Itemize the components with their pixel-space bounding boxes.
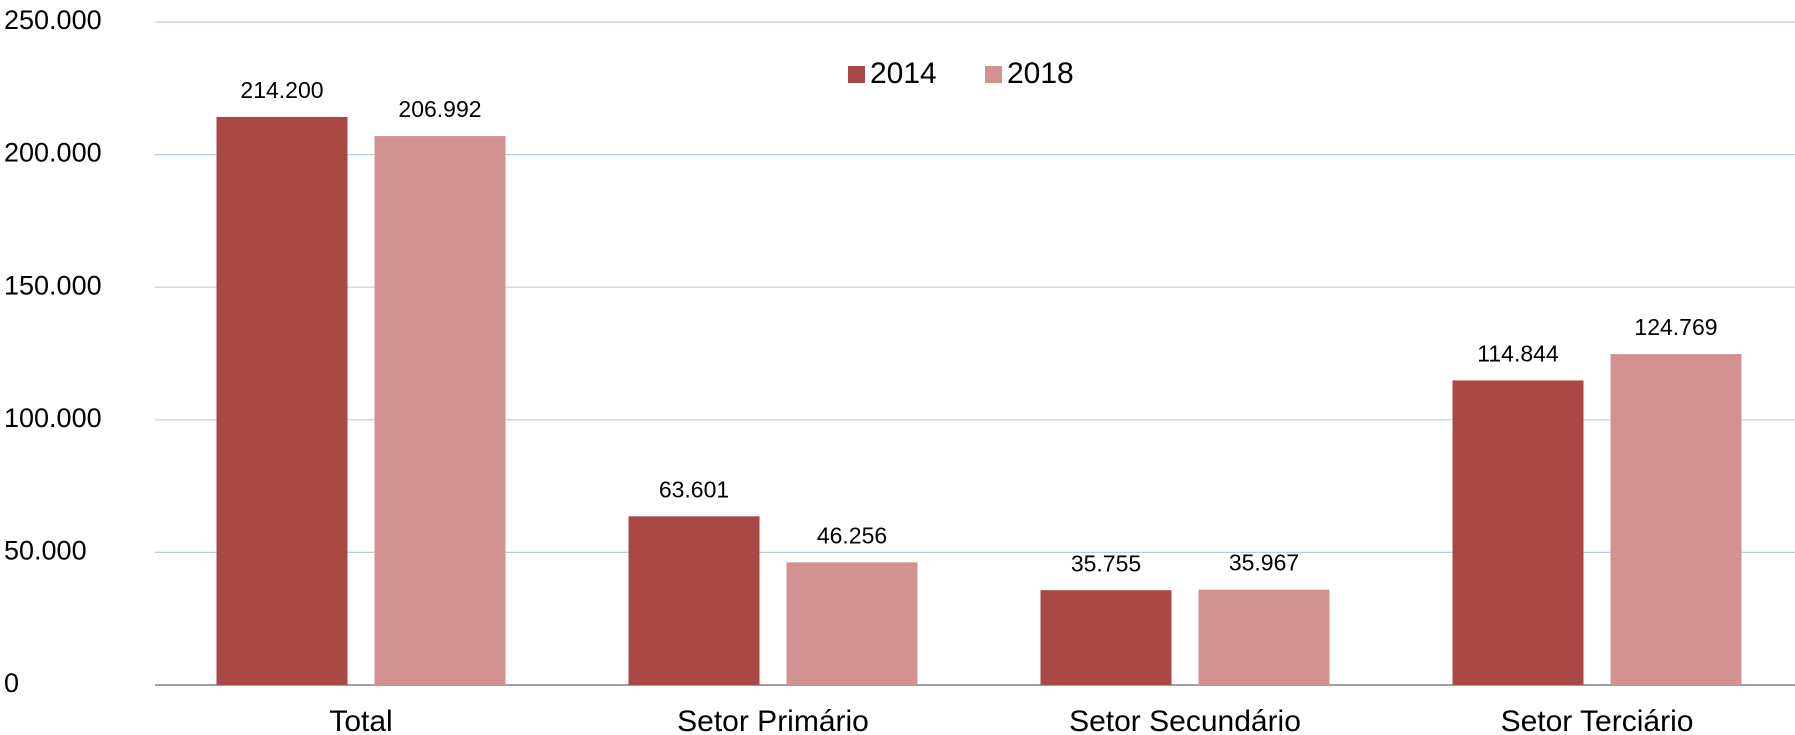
legend-label: 2018 [1007, 57, 1074, 90]
bar [786, 562, 918, 685]
legend-swatch [848, 66, 865, 83]
data-label: 35.755 [1071, 550, 1141, 576]
data-label: 114.844 [1477, 341, 1559, 367]
y-tick-label: 200.000 [4, 138, 102, 168]
bar [374, 136, 506, 685]
legend-label: 2014 [870, 57, 937, 90]
legend-swatch [985, 66, 1002, 83]
data-label: 35.967 [1229, 550, 1299, 576]
data-label: 206.992 [398, 96, 481, 122]
bar [628, 516, 760, 685]
bar [1610, 354, 1742, 685]
data-label: 124.769 [1634, 314, 1717, 340]
data-label: 46.256 [817, 522, 887, 548]
y-tick-label: 50.000 [4, 536, 87, 566]
bar [1198, 589, 1330, 685]
data-label: 63.601 [659, 476, 729, 502]
x-tick-label: Setor Secundário [1069, 705, 1301, 735]
y-tick-label: 150.000 [4, 270, 102, 300]
x-tick-label: Setor Primário [677, 705, 869, 735]
bar [1452, 380, 1584, 685]
y-tick-label: 250.000 [4, 5, 102, 35]
bar [216, 116, 348, 686]
data-label: 214.200 [240, 77, 323, 103]
x-tick-label: Total [329, 705, 392, 735]
y-tick-label: 100.000 [4, 403, 102, 433]
x-tick-label: Setor Terciário [1501, 705, 1694, 735]
bar [1040, 590, 1172, 685]
y-tick-label: 0 [4, 668, 19, 698]
